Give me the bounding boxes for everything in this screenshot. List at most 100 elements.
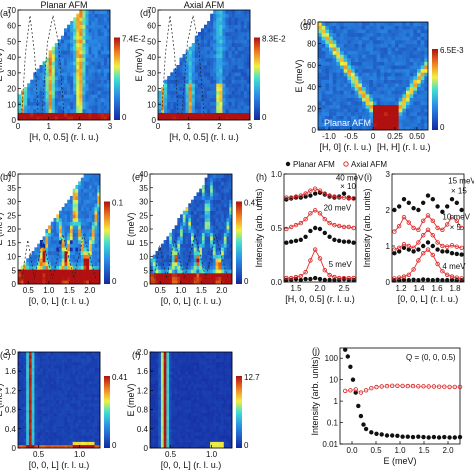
- heatmap-cell: [70, 43, 74, 47]
- heatmap-cell: [158, 422, 162, 426]
- heatmap-cell: [174, 262, 178, 266]
- heatmap-cell: [150, 422, 154, 426]
- heatmap-cell: [31, 416, 35, 420]
- heatmap-cell: [321, 86, 326, 91]
- heatmap-cell: [51, 72, 56, 77]
- heatmap-cell: [34, 409, 38, 414]
- heatmap-cell: [182, 416, 186, 420]
- heatmap-cell: [182, 57, 186, 62]
- heatmap-cell: [97, 61, 102, 66]
- heatmap-cell: [78, 229, 82, 233]
- heatmap-cell: [191, 254, 195, 259]
- heatmap-cell: [182, 243, 186, 248]
- heatmap-cell: [64, 412, 68, 417]
- heatmap-cell: [420, 22, 425, 26]
- heatmap-cell: [79, 24, 83, 29]
- heatmap-cell: [204, 236, 208, 241]
- heatmap-cell: [83, 254, 87, 259]
- heatmap-cell: [329, 90, 333, 95]
- heatmap-cell: [204, 243, 208, 248]
- heatmap-cell: [56, 380, 60, 385]
- heatmap-cell: [45, 432, 49, 436]
- heatmap-cell: [204, 203, 208, 208]
- heatmap-cell: [384, 22, 388, 26]
- heatmap-cell: [173, 101, 177, 106]
- heatmap-cell: [221, 247, 225, 252]
- heatmap-cell: [94, 352, 98, 356]
- heatmap-cell: [88, 39, 92, 44]
- x-tick-label: 3: [248, 122, 253, 131]
- heatmap-cell: [34, 432, 38, 436]
- heatmap-cell: [152, 371, 156, 375]
- heatmap-cell: [69, 390, 73, 394]
- heatmap-cell: [31, 273, 35, 277]
- heatmap-cell: [409, 108, 414, 113]
- heatmap-cell: [76, 35, 80, 40]
- heatmap-cell: [88, 10, 92, 14]
- heatmap-cell: [83, 240, 87, 244]
- heatmap-cell: [59, 364, 63, 369]
- heatmap-cell: [384, 54, 388, 59]
- heatmap-cell: [222, 17, 226, 22]
- heatmap-cell: [88, 24, 92, 29]
- heatmap-cell: [398, 25, 403, 30]
- heatmap-cell: [152, 419, 156, 423]
- heatmap-cell: [97, 39, 102, 44]
- heatmap-cell: [177, 412, 181, 417]
- heatmap-cell: [182, 76, 186, 80]
- colorbar-max-label: 8.3E-2: [262, 35, 286, 44]
- heatmap-cell: [82, 83, 86, 88]
- heatmap-cell: [398, 119, 403, 124]
- heatmap-cell: [103, 90, 108, 95]
- heatmap-cell: [376, 90, 381, 95]
- heatmap-cell: [91, 210, 95, 215]
- heatmap-cell: [53, 251, 57, 255]
- heatmap-cell: [171, 358, 175, 362]
- heatmap-cell: [24, 90, 28, 95]
- heatmap-cell: [150, 444, 154, 449]
- heatmap-cell: [94, 210, 98, 215]
- heatmap-cell: [97, 13, 102, 18]
- heatmap-cell: [196, 225, 200, 230]
- heatmap-cell: [72, 419, 76, 423]
- heatmap-cell: [94, 192, 98, 197]
- heatmap-cell: [417, 90, 421, 95]
- heatmap-cell: [166, 406, 170, 410]
- heatmap-cell: [225, 13, 229, 18]
- heatmap-cell: [39, 428, 43, 433]
- heatmap-cell: [218, 258, 222, 263]
- heatmap-cell: [86, 352, 90, 356]
- heatmap-cell: [161, 87, 165, 91]
- heatmap-cell: [207, 76, 211, 80]
- heatmap-cell: [89, 364, 93, 369]
- heatmap-cell: [37, 412, 41, 417]
- heatmap-cell: [169, 403, 173, 407]
- heatmap-cell: [234, 76, 239, 80]
- heatmap-cell: [402, 108, 407, 113]
- heatmap-cell: [185, 276, 189, 281]
- heatmap-cell: [69, 371, 73, 375]
- heatmap-cell: [169, 262, 173, 266]
- heatmap-cell: [380, 115, 385, 120]
- heatmap-cell: [402, 54, 407, 59]
- heatmap-cell: [231, 21, 235, 25]
- heatmap-cell: [240, 68, 245, 73]
- heatmap-cell: [78, 358, 82, 362]
- heatmap-cell: [365, 108, 370, 113]
- heatmap-cell: [76, 61, 80, 66]
- heatmap-cell: [180, 406, 184, 410]
- heatmap-cell: [50, 371, 54, 375]
- heatmap-cell: [50, 280, 54, 285]
- heatmap-cell: [199, 218, 203, 222]
- heatmap-cell: [174, 384, 178, 388]
- heatmap-cell: [45, 435, 49, 439]
- heatmap-cell: [39, 364, 43, 369]
- heatmap-cell: [21, 98, 25, 102]
- y-tick-label: 40: [307, 83, 316, 92]
- heatmap-cell: [365, 94, 370, 98]
- heatmap-cell: [207, 28, 211, 33]
- heatmap-cell: [354, 90, 359, 95]
- heatmap-cell: [67, 210, 71, 215]
- heatmap-cell: [69, 214, 73, 219]
- heatmap-cell: [246, 50, 251, 55]
